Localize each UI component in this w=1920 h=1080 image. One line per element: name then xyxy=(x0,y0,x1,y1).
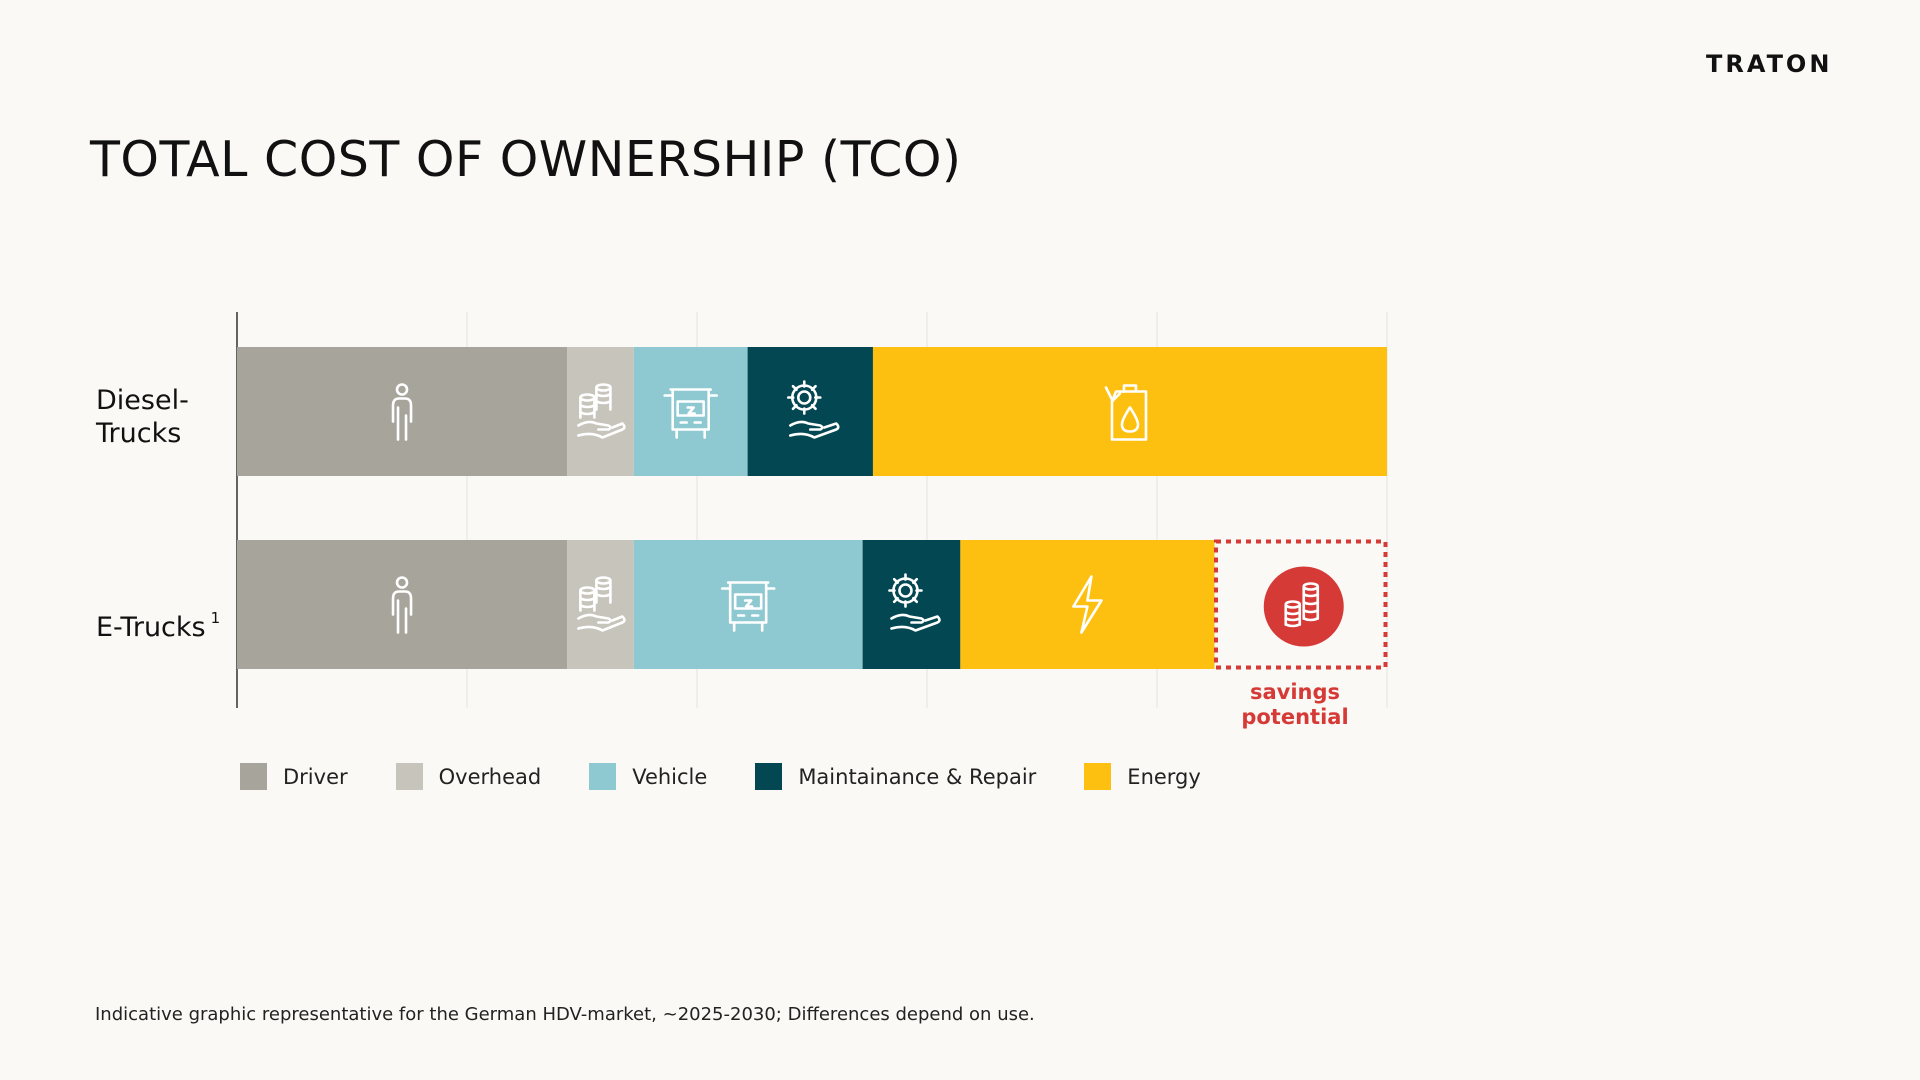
footnote-marker: 1 xyxy=(210,609,221,627)
savings-potential-label: savings potential xyxy=(1241,680,1349,729)
person-icon xyxy=(391,383,413,441)
legend-item-overhead: Overhead xyxy=(395,763,542,790)
coins-hand-icon xyxy=(577,576,626,632)
bar-segment-maintainance-repair-0 xyxy=(747,347,873,476)
bar-segment-driver-0 xyxy=(237,347,568,476)
bar-segment-energy-1 xyxy=(960,540,1215,669)
legend-label: Vehicle xyxy=(632,764,708,789)
legend-item-maintainance-repair: Maintainance & Repair xyxy=(755,763,1036,790)
chart-legend: Driver Overhead Vehicle Maintainance & Repa… xyxy=(240,763,1249,790)
coins-circle-icon xyxy=(1263,566,1344,647)
legend-item-vehicle: Vehicle xyxy=(589,763,707,790)
lightning-icon xyxy=(1072,575,1103,634)
gear-hand-icon xyxy=(888,573,941,632)
page-title: TOTAL COST OF OWNERSHIP (TCO) xyxy=(90,130,962,188)
brand-logo: TRATON xyxy=(1706,50,1833,78)
legend-swatch xyxy=(755,763,783,790)
bar-segment-overhead-0 xyxy=(567,347,634,476)
bar-segment-overhead-1 xyxy=(567,540,634,669)
person-icon xyxy=(391,576,413,634)
bar-segment-driver-1 xyxy=(237,540,568,669)
legend-swatch xyxy=(240,763,267,790)
legend-label: Driver xyxy=(283,764,348,789)
legend-swatch xyxy=(1084,763,1112,790)
legend-label: Overhead xyxy=(438,764,542,789)
coins-hand-icon xyxy=(577,383,626,439)
savings-potential-box xyxy=(1214,539,1388,670)
category-label-e-trucks: E-Trucks 1 xyxy=(96,609,221,643)
category-label-diesel-trucks: Diesel- Trucks xyxy=(96,385,189,449)
legend-swatch xyxy=(395,763,423,790)
gear-hand-icon xyxy=(786,380,840,439)
truck-front-icon xyxy=(663,388,718,439)
legend-item-energy: Energy xyxy=(1084,763,1201,790)
legend-label: Maintainance & Repair xyxy=(798,764,1037,789)
fuel-can-icon xyxy=(1104,384,1148,441)
bar-segment-maintainance-repair-1 xyxy=(862,540,961,669)
legend-swatch xyxy=(589,763,617,790)
footnote: Indicative graphic representative for th… xyxy=(95,1004,1035,1025)
bar-segment-energy-0 xyxy=(872,347,1387,476)
legend-label: Energy xyxy=(1127,764,1201,789)
legend-item-driver: Driver xyxy=(240,763,348,790)
truck-front-icon xyxy=(720,581,776,632)
